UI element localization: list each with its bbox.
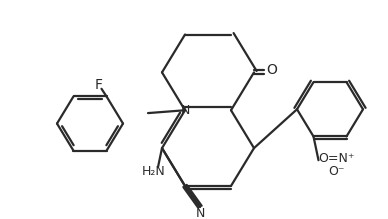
Text: H₂N: H₂N <box>142 165 166 178</box>
Text: O=N⁺: O=N⁺ <box>318 152 355 165</box>
Text: O⁻: O⁻ <box>328 165 345 178</box>
Text: N: N <box>195 207 205 219</box>
Text: O: O <box>267 64 277 78</box>
Text: F: F <box>95 78 102 92</box>
Text: N: N <box>180 104 190 117</box>
